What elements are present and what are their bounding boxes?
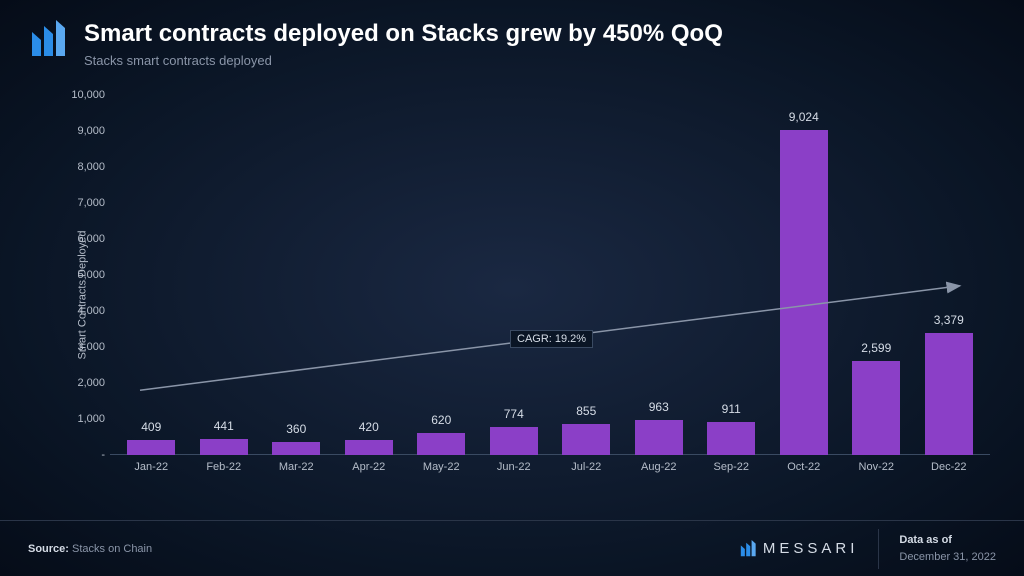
- messari-logo-icon: [28, 20, 68, 60]
- data-as-of: Data as of December 31, 2022: [899, 532, 996, 565]
- bar-group: 911: [701, 402, 761, 455]
- x-tick-label: Dec-22: [919, 461, 979, 473]
- y-tick: 7,000: [60, 197, 105, 209]
- bar: [925, 333, 973, 455]
- x-tick-label: Oct-22: [774, 461, 834, 473]
- bars-container: 409 441 360 420 620 774 855 963 911 9,024 2,599 3,3…: [110, 95, 990, 455]
- bar-group: 409: [121, 420, 181, 455]
- bar: [852, 361, 900, 455]
- page-title: Smart contracts deployed on Stacks grew …: [84, 20, 996, 49]
- x-tick-label: Mar-22: [266, 461, 326, 473]
- x-labels: Jan-22 Feb-22 Mar-22 Apr-22 May-22 Jun-22 Jul-…: [110, 461, 990, 473]
- x-tick-label: Apr-22: [339, 461, 399, 473]
- bar: [707, 422, 755, 455]
- y-tick: 10,000: [60, 89, 105, 101]
- brand-mark: MESSARI: [739, 540, 859, 558]
- bar-group: 620: [411, 413, 471, 455]
- data-as-of-label: Data as of: [899, 532, 996, 549]
- bar-group: 2,599: [846, 341, 906, 455]
- y-tick: -: [60, 449, 105, 461]
- bar: [345, 440, 393, 455]
- bar-value-label: 2,599: [861, 341, 891, 355]
- source-value: Stacks on Chain: [72, 543, 152, 555]
- x-tick-label: Jun-22: [484, 461, 544, 473]
- plot-area: -1,0002,0003,0004,0005,0006,0007,0008,00…: [110, 95, 990, 455]
- page-subtitle: Stacks smart contracts deployed: [84, 53, 996, 68]
- bar: [780, 130, 828, 455]
- y-tick: 5,000: [60, 269, 105, 281]
- brand-text: MESSARI: [763, 540, 859, 557]
- bar-group: 774: [484, 407, 544, 455]
- bar-value-label: 855: [576, 404, 596, 418]
- bar: [490, 427, 538, 455]
- cagr-label: CAGR: 19.2%: [510, 330, 593, 348]
- bar: [562, 424, 610, 455]
- bar-value-label: 9,024: [789, 110, 819, 124]
- y-tick: 2,000: [60, 377, 105, 389]
- y-tick: 8,000: [60, 161, 105, 173]
- y-tick: 1,000: [60, 413, 105, 425]
- header: Smart contracts deployed on Stacks grew …: [0, 0, 1024, 78]
- x-tick-label: Jan-22: [121, 461, 181, 473]
- bar-group: 420: [339, 420, 399, 455]
- footer-divider: [878, 529, 879, 569]
- y-tick: 4,000: [60, 305, 105, 317]
- bar-value-label: 441: [214, 419, 234, 433]
- bar-chart: Smart Contracts Deployed -1,0002,0003,00…: [60, 95, 1000, 495]
- bar: [272, 442, 320, 455]
- x-tick-label: Feb-22: [194, 461, 254, 473]
- bar-value-label: 620: [431, 413, 451, 427]
- bar: [635, 420, 683, 455]
- bar-value-label: 420: [359, 420, 379, 434]
- x-tick-label: Jul-22: [556, 461, 616, 473]
- y-tick: 3,000: [60, 341, 105, 353]
- bar-group: 855: [556, 404, 616, 455]
- bar-value-label: 963: [649, 400, 669, 414]
- bar-group: 9,024: [774, 110, 834, 455]
- footer-right: MESSARI Data as of December 31, 2022: [739, 529, 996, 569]
- data-as-of-value: December 31, 2022: [899, 551, 996, 563]
- bar-group: 963: [629, 400, 689, 455]
- x-tick-label: Nov-22: [846, 461, 906, 473]
- x-tick-label: Aug-22: [629, 461, 689, 473]
- footer: Source: Stacks on Chain MESSARI Data as …: [0, 520, 1024, 576]
- bar: [200, 439, 248, 455]
- y-tick: 6,000: [60, 233, 105, 245]
- bar: [417, 433, 465, 455]
- bar: [127, 440, 175, 455]
- source-prefix: Source:: [28, 543, 72, 555]
- bar-group: 3,379: [919, 313, 979, 455]
- bar-group: 441: [194, 419, 254, 455]
- bar-value-label: 774: [504, 407, 524, 421]
- bar-value-label: 3,379: [934, 313, 964, 327]
- messari-brand-icon: [739, 540, 757, 558]
- y-tick: 9,000: [60, 125, 105, 137]
- title-block: Smart contracts deployed on Stacks grew …: [84, 20, 996, 68]
- x-tick-label: May-22: [411, 461, 471, 473]
- bar-group: 360: [266, 422, 326, 455]
- bar-value-label: 409: [141, 420, 161, 434]
- bar-value-label: 360: [286, 422, 306, 436]
- source-text: Source: Stacks on Chain: [28, 543, 152, 555]
- bar-value-label: 911: [722, 402, 741, 416]
- x-tick-label: Sep-22: [701, 461, 761, 473]
